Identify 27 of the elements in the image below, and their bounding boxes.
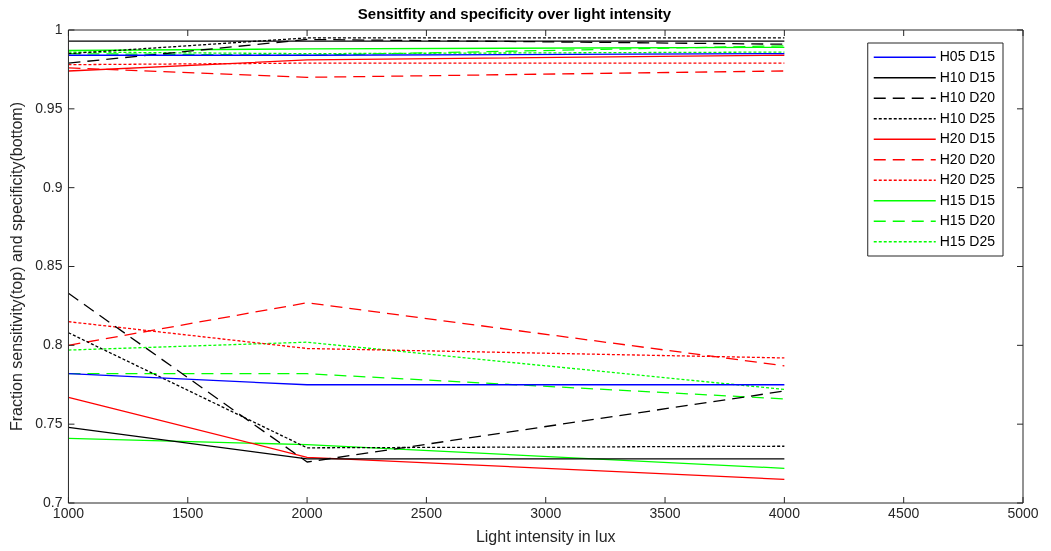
y-tick-label: 1 <box>54 20 63 37</box>
x-tick-label: 4000 <box>768 505 801 522</box>
x-tick-label: 4500 <box>888 505 920 522</box>
legend-label: H10 D15 <box>939 68 996 85</box>
legend-label: H15 D25 <box>939 232 996 249</box>
y-axis-title: Fraction sensitivity(top) and specificity(bottom) <box>8 102 26 431</box>
legend-label: H15 D20 <box>939 212 996 229</box>
legend-label: H10 D25 <box>939 109 996 126</box>
legend-label: H15 D15 <box>939 191 996 208</box>
y-tick-label: 0.95 <box>35 99 63 116</box>
x-tick-label: 3500 <box>649 505 681 522</box>
legend-label: H20 D15 <box>939 130 996 147</box>
x-axis-title: Light intensity in lux <box>475 527 616 545</box>
legend-label: H05 D15 <box>939 48 996 65</box>
x-tick-label: 1500 <box>172 505 204 522</box>
chart-title: Sensitfity and specificity over light intensity <box>357 5 672 23</box>
x-tick-label: 2000 <box>291 505 323 522</box>
y-tick-label: 0.75 <box>35 415 63 432</box>
x-tick-label: 5000 <box>1007 505 1039 522</box>
y-tick-label: 0.9 <box>42 178 63 195</box>
y-tick-label: 0.8 <box>42 336 63 353</box>
legend-label: H10 D20 <box>939 89 996 106</box>
legend-label: H20 D25 <box>939 171 996 188</box>
x-tick-label: 3000 <box>530 505 562 522</box>
x-tick-label: 2500 <box>410 505 443 522</box>
y-tick-label: 0.85 <box>35 257 63 274</box>
legend-label: H20 D20 <box>939 150 996 167</box>
